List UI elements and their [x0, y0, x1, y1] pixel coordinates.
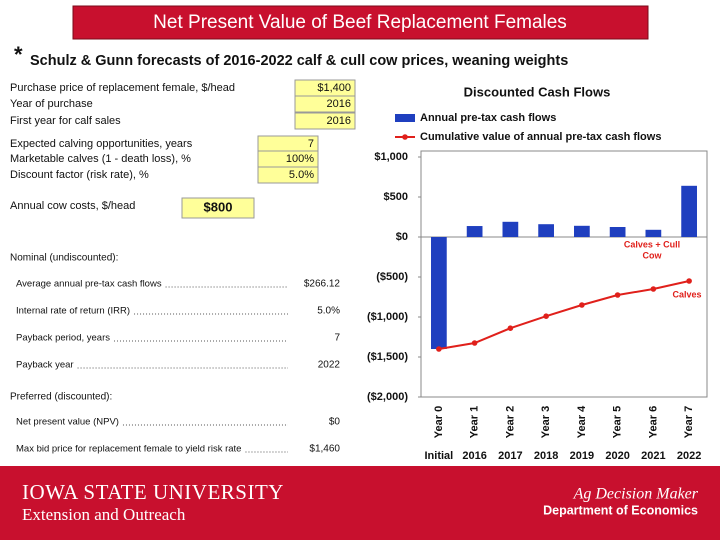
x-tick-year: 2021: [641, 450, 665, 462]
x-tick-label: Year 7: [683, 406, 695, 438]
legend-swatch: [395, 114, 415, 122]
result-label: Payback period, years: [16, 333, 110, 344]
line: [438, 280, 690, 350]
input-label: Expected calving opportunities, years: [10, 138, 193, 150]
x-tick-label: Year 2: [504, 406, 516, 438]
result-value: 7: [334, 333, 340, 344]
line-point: [507, 325, 514, 332]
result-value: 5.0%: [317, 306, 340, 317]
input-value: 2016: [327, 98, 351, 110]
legend-label: Cumulative value of annual pre-tax cash …: [420, 131, 661, 143]
bullet: *: [14, 42, 23, 67]
result-value: $266.12: [304, 279, 341, 290]
x-tick-label: Year 4: [576, 405, 588, 438]
input-label: First year for calf sales: [10, 115, 121, 127]
input-value: $800: [204, 199, 233, 214]
x-tick-label: Year 0: [433, 406, 445, 438]
annotation: Calves: [672, 289, 701, 299]
input-label: Discount factor (risk rate), %: [10, 169, 149, 181]
department: Department of Economics: [543, 503, 698, 517]
result-value: $1,460: [309, 444, 340, 455]
annotation: Calves + Cull: [624, 239, 680, 249]
input-label: Annual cow costs, $/head: [10, 200, 135, 212]
result-label: Average annual pre-tax cash flows: [16, 279, 162, 290]
x-tick-year: 2022: [677, 450, 701, 462]
result-value: $0: [329, 417, 341, 428]
input-value: 5.0%: [289, 169, 314, 181]
y-tick-label: $0: [396, 231, 408, 243]
y-tick-label: ($500): [376, 271, 408, 283]
input-cell: [257, 166, 319, 184]
input-cell: [294, 95, 356, 113]
x-tick-label: Year 5: [612, 406, 624, 438]
input-label: Year of purchase: [10, 98, 93, 110]
bar: [681, 185, 697, 237]
result-value: 2022: [318, 360, 341, 371]
section-heading: Preferred (discounted):: [10, 392, 112, 403]
legend-label: Annual pre-tax cash flows: [420, 112, 556, 124]
legend-swatch: [402, 134, 408, 140]
program: Ag Decision Maker: [573, 486, 699, 503]
subtitle: Schulz & Gunn forecasts of 2016-2022 cal…: [30, 53, 568, 69]
slide-title: Net Present Value of Beef Replacement Fe…: [153, 12, 567, 33]
bar: [431, 237, 447, 349]
y-tick-label: ($1,000): [367, 311, 408, 323]
line-point: [436, 346, 442, 352]
y-tick-label: ($2,000): [367, 391, 408, 403]
input-cell: [181, 197, 255, 219]
bar: [574, 225, 590, 237]
university: IOWA STATE UNIVERSITY: [22, 480, 284, 504]
input-value: 100%: [286, 153, 314, 165]
x-tick-year: Initial: [425, 450, 454, 462]
result-label: Payback year: [16, 360, 74, 371]
x-tick-label: Year 6: [647, 406, 659, 438]
input-value: 7: [308, 138, 314, 150]
x-tick-year: 2020: [605, 450, 629, 462]
bar: [645, 229, 662, 237]
x-tick-label: Year 1: [469, 406, 481, 438]
result-label: Max bid price for replacement female to …: [16, 444, 241, 455]
title-box: [72, 5, 649, 40]
input-label: Marketable calves (1 - death loss), %: [10, 153, 191, 165]
result-label: Internal rate of return (IRR): [16, 306, 130, 317]
input-cell: [294, 112, 356, 130]
plot-frame: [420, 150, 708, 398]
x-tick-year: 2016: [462, 450, 486, 462]
result-label: Net present value (NPV): [16, 417, 119, 428]
input-value: 2016: [327, 115, 351, 127]
chart-title: Discounted Cash Flows: [464, 84, 611, 99]
section-heading: Nominal (undiscounted):: [10, 253, 118, 264]
input-value: $1,400: [317, 82, 351, 94]
line-point: [614, 292, 621, 298]
line-point: [686, 278, 692, 284]
y-tick-label: ($1,500): [367, 351, 408, 363]
input-label: Purchase price of replacement female, $/…: [10, 82, 235, 94]
line-point: [471, 340, 478, 346]
bar: [466, 226, 483, 237]
line-point: [579, 302, 585, 308]
bar: [609, 227, 626, 237]
x-tick-year: 2017: [498, 450, 522, 462]
bar: [538, 224, 554, 237]
footer-band: [0, 466, 720, 540]
line-point: [650, 286, 657, 292]
unit: Extension and Outreach: [22, 505, 186, 524]
y-tick-label: $1,000: [374, 151, 408, 163]
x-tick-year: 2019: [570, 450, 594, 462]
y-tick-label: $500: [384, 191, 408, 203]
bar: [502, 221, 519, 237]
x-tick-year: 2018: [534, 450, 558, 462]
line-point: [543, 313, 549, 320]
annotation: Cow: [643, 250, 663, 260]
x-tick-label: Year 3: [540, 406, 552, 438]
